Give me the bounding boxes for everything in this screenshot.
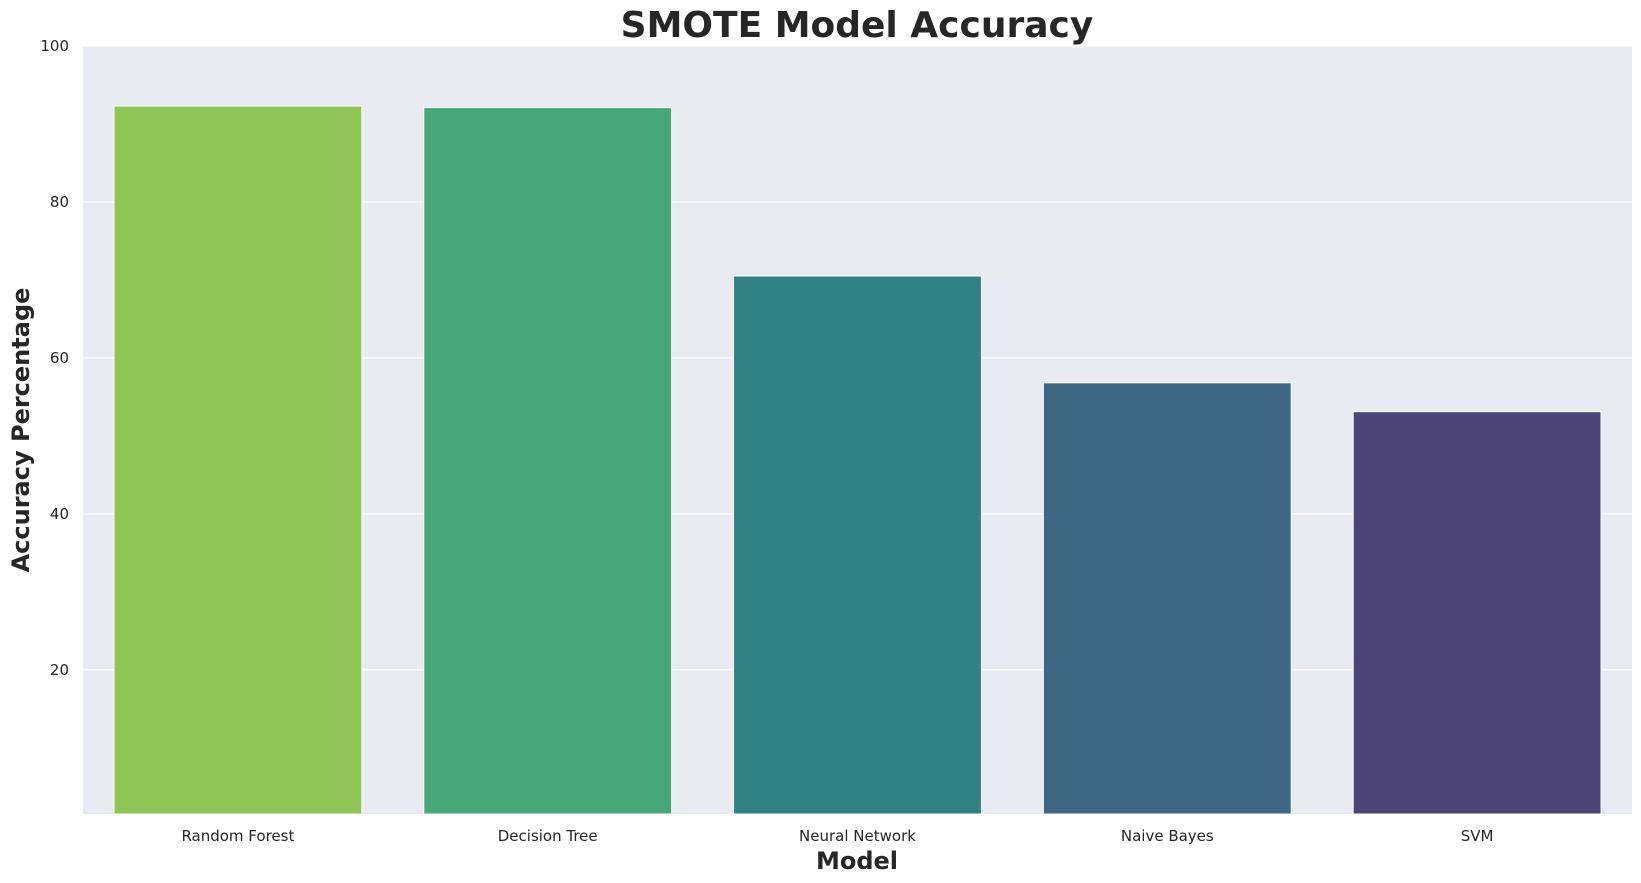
- bar-naive-bayes: [1042, 382, 1292, 815]
- x-tick-label: Naive Bayes: [1121, 827, 1214, 845]
- y-tick-label: 60: [50, 349, 69, 367]
- bars: [113, 105, 1602, 815]
- bar-neural-network: [733, 275, 982, 815]
- y-axis-title: Accuracy Percentage: [7, 288, 35, 573]
- x-tick-label: Random Forest: [181, 827, 294, 845]
- bar-decision-tree: [423, 107, 673, 815]
- x-tick-label: Decision Tree: [498, 827, 598, 845]
- y-tick-label: 80: [50, 193, 69, 211]
- x-tick-label: Neural Network: [799, 827, 916, 845]
- y-tick-label: 100: [40, 37, 69, 55]
- chart-title: SMOTE Model Accuracy: [621, 5, 1094, 46]
- bar-random-forest: [113, 105, 363, 815]
- y-tick-label: 40: [50, 505, 69, 523]
- y-tick-labels: 20 40 60 80 100: [40, 37, 69, 679]
- y-tick-label: 20: [50, 661, 69, 679]
- x-tick-label: SVM: [1461, 827, 1494, 845]
- x-tick-labels: Random Forest Decision Tree Neural Network…: [181, 827, 1493, 845]
- x-axis-title: Model: [816, 847, 898, 875]
- bar-svm: [1352, 411, 1602, 815]
